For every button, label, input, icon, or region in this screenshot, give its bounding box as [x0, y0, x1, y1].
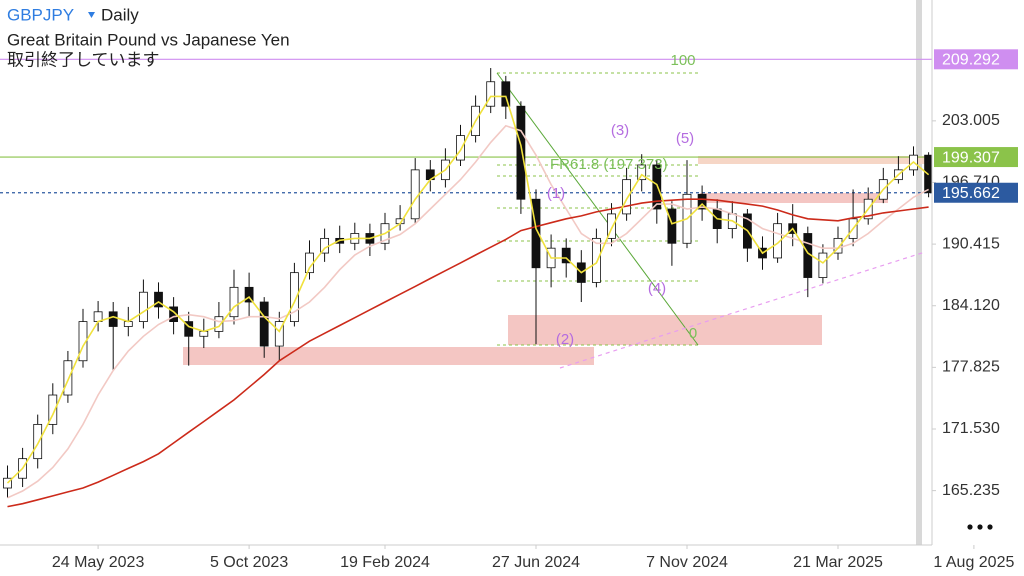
candle-body [667, 208, 677, 244]
price-label-bg [934, 147, 1018, 168]
price-label: 195.662 [942, 185, 1000, 202]
timeframe[interactable]: Daily [101, 5, 139, 24]
candle-body [169, 306, 179, 322]
wave-label: (1) [547, 185, 565, 202]
candle-body [607, 213, 616, 239]
price-label-bg [934, 182, 1018, 203]
candle-body [501, 81, 511, 107]
axes: 165.235171.530177.825184.120190.415196.7… [52, 49, 1018, 571]
more-menu[interactable] [967, 524, 993, 530]
wave-label: (2) [556, 331, 574, 348]
candle-body [48, 394, 58, 425]
candle-body [3, 477, 12, 489]
dot [977, 524, 983, 530]
candle-body [33, 423, 43, 460]
description: Great Britain Pound vs Japanese Yen [7, 30, 290, 49]
candle-body [637, 164, 647, 181]
candle-body [833, 237, 843, 254]
candle-body [516, 105, 526, 200]
candle-body [214, 316, 224, 332]
candle-body [773, 223, 782, 259]
candle-body [486, 81, 496, 107]
price-axis-bg [932, 0, 1024, 576]
candle-body [138, 291, 148, 322]
candle-body [531, 198, 541, 269]
wave-label: (4) [648, 280, 666, 297]
wave-label: (3) [611, 122, 629, 139]
support-zone [508, 315, 822, 345]
fib-label: FR61.8 (197.373) [550, 156, 668, 173]
candle-body [108, 311, 118, 327]
candle-body [259, 301, 269, 347]
dot [967, 524, 973, 530]
candle-body [184, 321, 194, 337]
price-label: 209.292 [942, 52, 1000, 69]
x-tick-label: 21 Mar 2025 [793, 554, 883, 571]
y-tick-label: 165.235 [942, 482, 1000, 499]
x-tick-label: 24 May 2023 [52, 554, 145, 571]
x-tick-label: 19 Feb 2024 [340, 554, 430, 571]
dot [987, 524, 993, 530]
plot-area [0, 0, 932, 545]
x-tick-label: 1 Aug 2025 [933, 554, 1014, 571]
candle-body [652, 164, 662, 210]
candle-body [244, 286, 254, 303]
annotations: 100 FR61.8 (197.373) 0 (1) (2) (3) (4) (… [547, 52, 697, 348]
candle-body [289, 272, 299, 322]
y-tick-label: 184.120 [942, 297, 1000, 314]
candle-body [229, 286, 239, 318]
y-tick-label: 177.825 [942, 359, 1000, 376]
candle-body [78, 321, 88, 362]
overlays [6, 95, 930, 508]
x-tick-label: 5 Oct 2023 [210, 554, 288, 571]
current-bar-highlight [916, 0, 922, 545]
candle-body [592, 237, 601, 283]
fib-trend-line [496, 72, 699, 346]
moving-average [7, 124, 929, 499]
header: GBPJPY Daily Great Britain Pound vs Japa… [7, 5, 290, 69]
price-label-bg [934, 49, 1018, 70]
resistance-zone [698, 156, 925, 164]
x-tick-label: 7 Nov 2024 [646, 554, 728, 571]
fib-label: 100 [670, 52, 695, 69]
candle-body [697, 193, 707, 210]
candle-body [274, 321, 284, 347]
symbol-dropdown-icon[interactable] [88, 12, 95, 18]
x-tick-label: 27 Jun 2024 [492, 554, 580, 571]
candle-body [456, 135, 465, 161]
y-tick-label: 190.415 [942, 235, 1000, 252]
candle-body [63, 360, 73, 396]
y-tick-label: 203.005 [942, 112, 1000, 129]
moving-average [7, 198, 929, 508]
fib-label: 0 [689, 325, 697, 342]
moving-average [6, 95, 930, 484]
resistance-zone [700, 193, 888, 203]
y-tick-label: 171.530 [942, 420, 1000, 437]
market-status: 取引終了しています [7, 50, 160, 69]
symbol[interactable]: GBPJPY [7, 5, 74, 24]
candle-body [622, 179, 631, 215]
candle-body [818, 252, 828, 278]
wave-label: (5) [676, 130, 694, 147]
price-label: 199.307 [942, 149, 1000, 166]
candle-body [561, 247, 571, 264]
support-zone [183, 347, 594, 365]
candle-body [154, 291, 163, 308]
